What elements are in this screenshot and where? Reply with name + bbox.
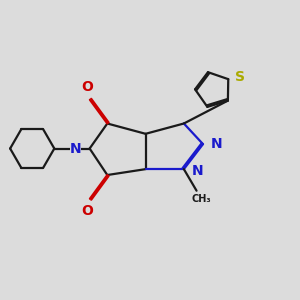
Text: S: S — [235, 70, 245, 84]
Text: N: N — [70, 142, 81, 155]
Text: CH₃: CH₃ — [191, 194, 211, 204]
Text: O: O — [82, 204, 94, 218]
Text: N: N — [211, 137, 223, 151]
Text: N: N — [192, 164, 204, 178]
Text: O: O — [82, 80, 94, 94]
